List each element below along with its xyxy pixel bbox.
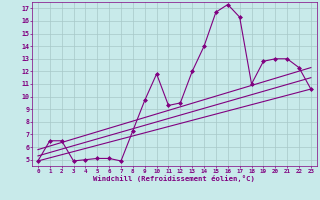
X-axis label: Windchill (Refroidissement éolien,°C): Windchill (Refroidissement éolien,°C): [93, 175, 255, 182]
